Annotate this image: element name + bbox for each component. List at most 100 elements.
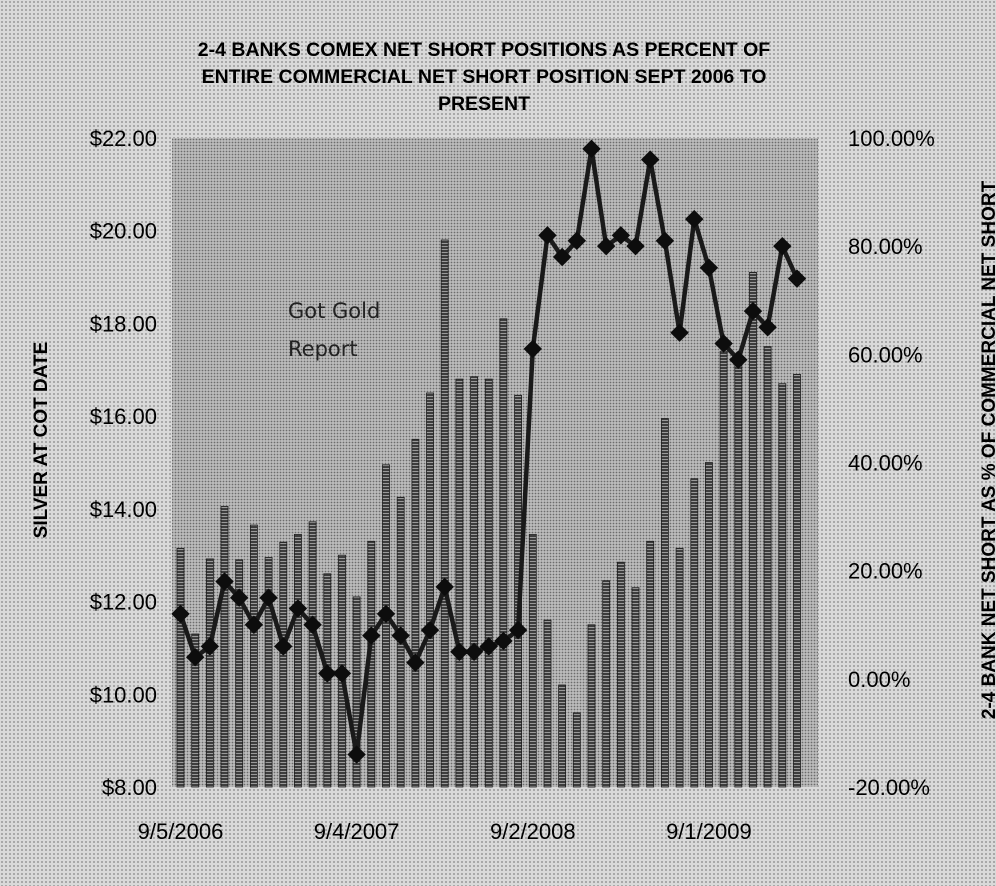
percent-marker [215,572,234,591]
left-tick-label: $10.00 [90,682,157,707]
annotation-line-2: Report [288,337,358,361]
percent-marker [450,642,469,661]
percent-marker [288,599,308,618]
price-bar [778,383,787,788]
price-bar [793,373,801,788]
price-bar [382,464,390,788]
percent-marker [171,604,190,624]
percent-marker [523,339,542,359]
price-bar [587,624,596,788]
percent-marker [376,604,396,624]
price-bar [572,712,581,788]
percent-marker [406,653,425,672]
percent-marker [685,209,704,229]
right-axis-label: 2-4 BANK NET SHORT AS % OF COMMERCIAL NE… [979,180,996,719]
price-bar [352,596,361,788]
chart-title: 2-4 BANKS COMEX NET SHORT POSITIONS AS P… [198,39,771,115]
price-bar [602,580,611,788]
price-bar [308,521,317,788]
left-tick-label: $20.00 [90,219,157,244]
price-bar [484,378,493,788]
right-tick-label: 20.00% [848,559,923,584]
price-bar [455,378,464,788]
price-bar [235,559,244,788]
percent-marker [552,247,572,267]
price-bar [646,540,655,788]
price-bar [631,587,640,788]
percent-marker [362,626,381,645]
percent-marker [729,350,748,369]
percent-marker [538,226,557,245]
price-bar [558,684,566,788]
x-tick-label: 9/2/2008 [490,819,576,844]
percent-marker [200,637,220,656]
price-bar [249,524,258,788]
price-bar [749,271,757,788]
left-tick-label: $8.00 [102,775,157,800]
x-axis-ticks: 9/5/2006 9/4/2007 9/2/2008 9/1/2009 [138,819,752,844]
left-tick-label: $16.00 [90,404,157,429]
percent-marker [244,615,264,634]
percent-marker [391,626,410,645]
percent-marker [655,231,675,250]
right-tick-label: 40.00% [848,451,923,476]
price-bar [661,418,669,788]
percent-marker [464,642,484,661]
percent-marker [699,258,719,278]
percent-marker [508,620,528,640]
right-tick-label: -20.00% [848,775,930,800]
price-bar [440,239,449,788]
annotation-line-1: Got Gold [288,299,380,323]
price-bar [543,619,552,788]
x-tick-label: 9/4/2007 [314,819,400,844]
price-bar [470,376,479,788]
price-bar [220,506,229,788]
x-tick-label: 9/5/2006 [138,819,224,844]
percent-marker [743,301,763,321]
price-bar [279,541,288,788]
title-line-1: 2-4 BANKS COMEX NET SHORT POSITIONS AS P… [198,39,771,61]
percent-marker [626,236,645,256]
price-bar [293,534,302,788]
percent-marker [318,664,337,683]
percent-marker [435,577,454,597]
left-tick-label: $18.00 [90,311,157,336]
right-tick-label: 60.00% [848,342,923,367]
percent-marker [714,334,733,353]
price-bar [705,462,713,788]
price-bar [617,561,625,788]
percent-markers [171,139,807,764]
right-tick-label: 0.00% [848,667,910,692]
percent-marker [303,615,322,634]
price-bar [264,557,273,788]
right-tick-label: 100.00% [848,126,935,151]
left-axis-ticks: $22.00 $20.00 $18.00 $16.00 $14.00 $12.00 $10.… [90,126,157,800]
percent-marker [420,620,440,640]
percent-marker [479,637,498,656]
left-axis-label: SILVER AT COT DATE [31,342,52,539]
percent-marker [641,150,660,169]
price-bar [719,350,728,788]
annotation: Got Gold Report [288,299,380,361]
percent-marker [773,236,792,256]
price-bar [734,360,743,788]
percent-marker [274,637,293,656]
price-bar [499,318,508,788]
price-bar [411,438,420,788]
percent-marker [596,236,616,256]
left-tick-label: $12.00 [90,590,157,615]
left-tick-label: $22.00 [90,126,157,151]
title-line-3: PRESENT [438,93,530,115]
percent-marker [230,588,249,607]
price-bar [426,392,434,788]
price-bar [690,478,699,788]
right-tick-label: 80.00% [848,234,923,259]
percent-marker [567,231,587,250]
percent-marker [758,318,777,337]
price-bar [191,633,200,788]
percent-marker [347,745,366,764]
title-line-2: ENTIRE COMMERCIAL NET SHORT POSITION SEP… [202,66,767,88]
percent-marker [185,647,205,667]
price-bar [528,534,537,788]
